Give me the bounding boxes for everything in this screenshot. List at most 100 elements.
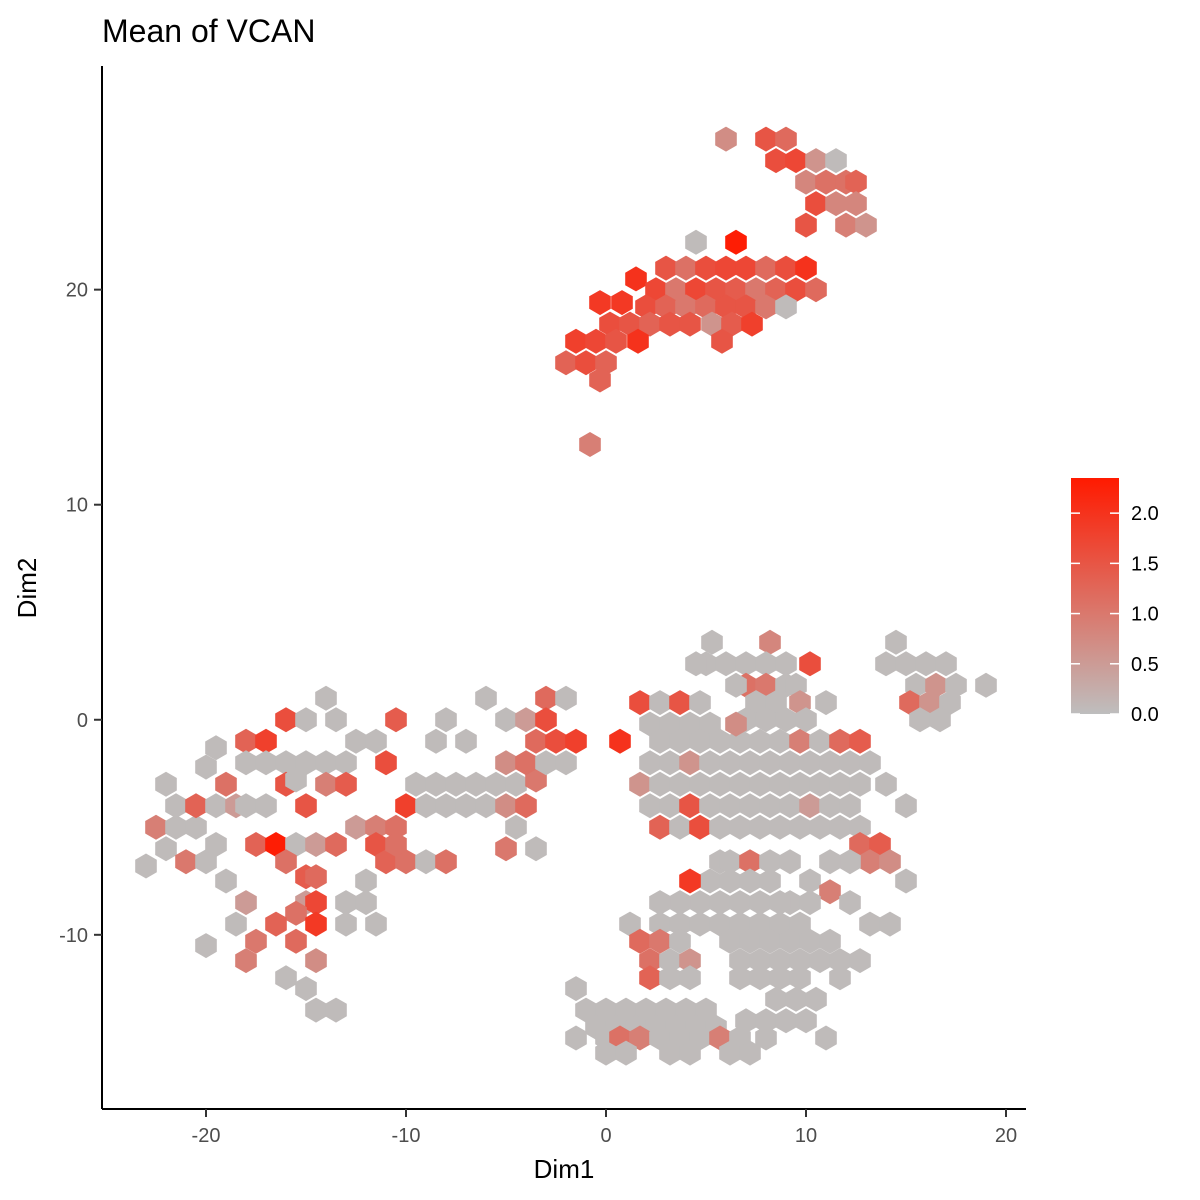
hex-bin	[839, 793, 861, 819]
hex-bin	[235, 948, 257, 974]
hex-bin	[175, 849, 197, 875]
hex-bin	[711, 328, 733, 354]
hex-bin	[779, 750, 801, 776]
hex-bin	[245, 832, 267, 857]
hex-bin	[255, 750, 277, 776]
hex-bin	[185, 793, 207, 819]
hex-bin	[575, 350, 597, 376]
hex-bin	[629, 928, 651, 954]
hex-bin	[435, 793, 457, 819]
hex-bin	[335, 771, 357, 797]
hex-bin	[789, 911, 811, 937]
hex-bin	[669, 928, 691, 954]
hex-bin	[765, 277, 787, 303]
hex-bin	[815, 690, 837, 716]
hex-bin	[669, 728, 691, 754]
hex-bin	[759, 849, 781, 875]
chart-title: Mean of VCAN	[102, 13, 315, 49]
hex-bin	[725, 277, 747, 303]
hex-bin	[839, 849, 861, 875]
hex-bin	[819, 928, 841, 954]
hex-bin	[709, 771, 731, 797]
hex-bin	[749, 965, 771, 991]
hex-bin	[789, 728, 811, 754]
hex-bin	[745, 277, 767, 303]
hex-bin	[725, 672, 747, 698]
hex-bin	[829, 728, 851, 754]
x-tick-label: -20	[192, 1125, 221, 1147]
hex-bin	[679, 948, 701, 974]
hex-bin	[805, 148, 827, 174]
hex-bin	[305, 948, 327, 974]
hex-bin	[595, 1040, 617, 1066]
hex-bin	[565, 328, 587, 354]
hex-bin	[205, 832, 227, 857]
hex-bin	[775, 1008, 797, 1034]
hex-bin	[355, 890, 377, 916]
hex-bin	[749, 814, 771, 840]
hex-bin	[759, 629, 781, 655]
hex-bin	[659, 1040, 681, 1066]
hex-bin	[729, 911, 751, 937]
hex-bin	[405, 771, 427, 797]
hex-bin	[639, 793, 661, 819]
legend-label: 1.0	[1131, 604, 1159, 626]
hex-bin	[849, 771, 871, 797]
hex-bin	[739, 928, 761, 954]
legend-label: 1.5	[1131, 553, 1159, 575]
hex-bin	[589, 367, 611, 393]
hex-bin	[425, 728, 447, 754]
hex-bin	[659, 311, 681, 337]
hex-bin	[345, 814, 367, 840]
hex-bin	[759, 868, 781, 894]
hex-bin	[689, 890, 711, 916]
hex-bin	[275, 849, 297, 875]
hex-bin	[739, 868, 761, 894]
hex-bin	[465, 771, 487, 797]
hex-bin	[515, 707, 537, 733]
hex-bin	[845, 169, 867, 195]
hex-bin	[445, 771, 467, 797]
hex-bin	[625, 266, 647, 292]
hex-bin	[435, 707, 457, 733]
hex-bin	[525, 728, 547, 754]
hex-bin	[679, 793, 701, 819]
hex-bin	[495, 750, 517, 776]
hex-bin	[649, 890, 671, 916]
legend-ticks: 2.0 1.5 1.0 0.5 0.0	[1071, 503, 1159, 726]
hex-bin	[779, 793, 801, 819]
hex-bin	[235, 750, 257, 776]
hex-bin	[755, 126, 777, 152]
hex-bin	[755, 672, 777, 698]
hex-bin	[715, 255, 737, 281]
hex-bin	[385, 832, 407, 857]
hex-bin	[325, 832, 347, 857]
hex-bin	[325, 997, 347, 1023]
x-axis-title: Dim1	[534, 1154, 595, 1184]
hex-bin	[689, 771, 711, 797]
hex-bin	[795, 255, 817, 281]
hex-bin	[789, 948, 811, 974]
hex-bin	[701, 629, 723, 655]
y-tick-label: 10	[66, 495, 88, 517]
hex-bin	[779, 849, 801, 875]
hex-bin	[455, 793, 477, 819]
hex-bin	[365, 911, 387, 937]
hex-bin	[765, 690, 787, 716]
hex-bin	[769, 965, 791, 991]
hex-bin	[799, 890, 821, 916]
hex-bin	[245, 928, 267, 954]
hex-bin	[235, 728, 257, 754]
hex-bin	[215, 771, 237, 797]
hex-bin	[365, 728, 387, 754]
hex-bin	[235, 793, 257, 819]
hex-bin	[725, 711, 747, 737]
hex-bin	[649, 928, 671, 954]
y-axis-title: Dim2	[12, 558, 42, 619]
hex-bin	[669, 690, 691, 716]
hex-bin	[765, 986, 787, 1012]
hex-bin	[815, 169, 837, 195]
hex-bin	[135, 853, 157, 879]
hex-bin	[735, 651, 757, 677]
hex-bin	[649, 911, 671, 937]
